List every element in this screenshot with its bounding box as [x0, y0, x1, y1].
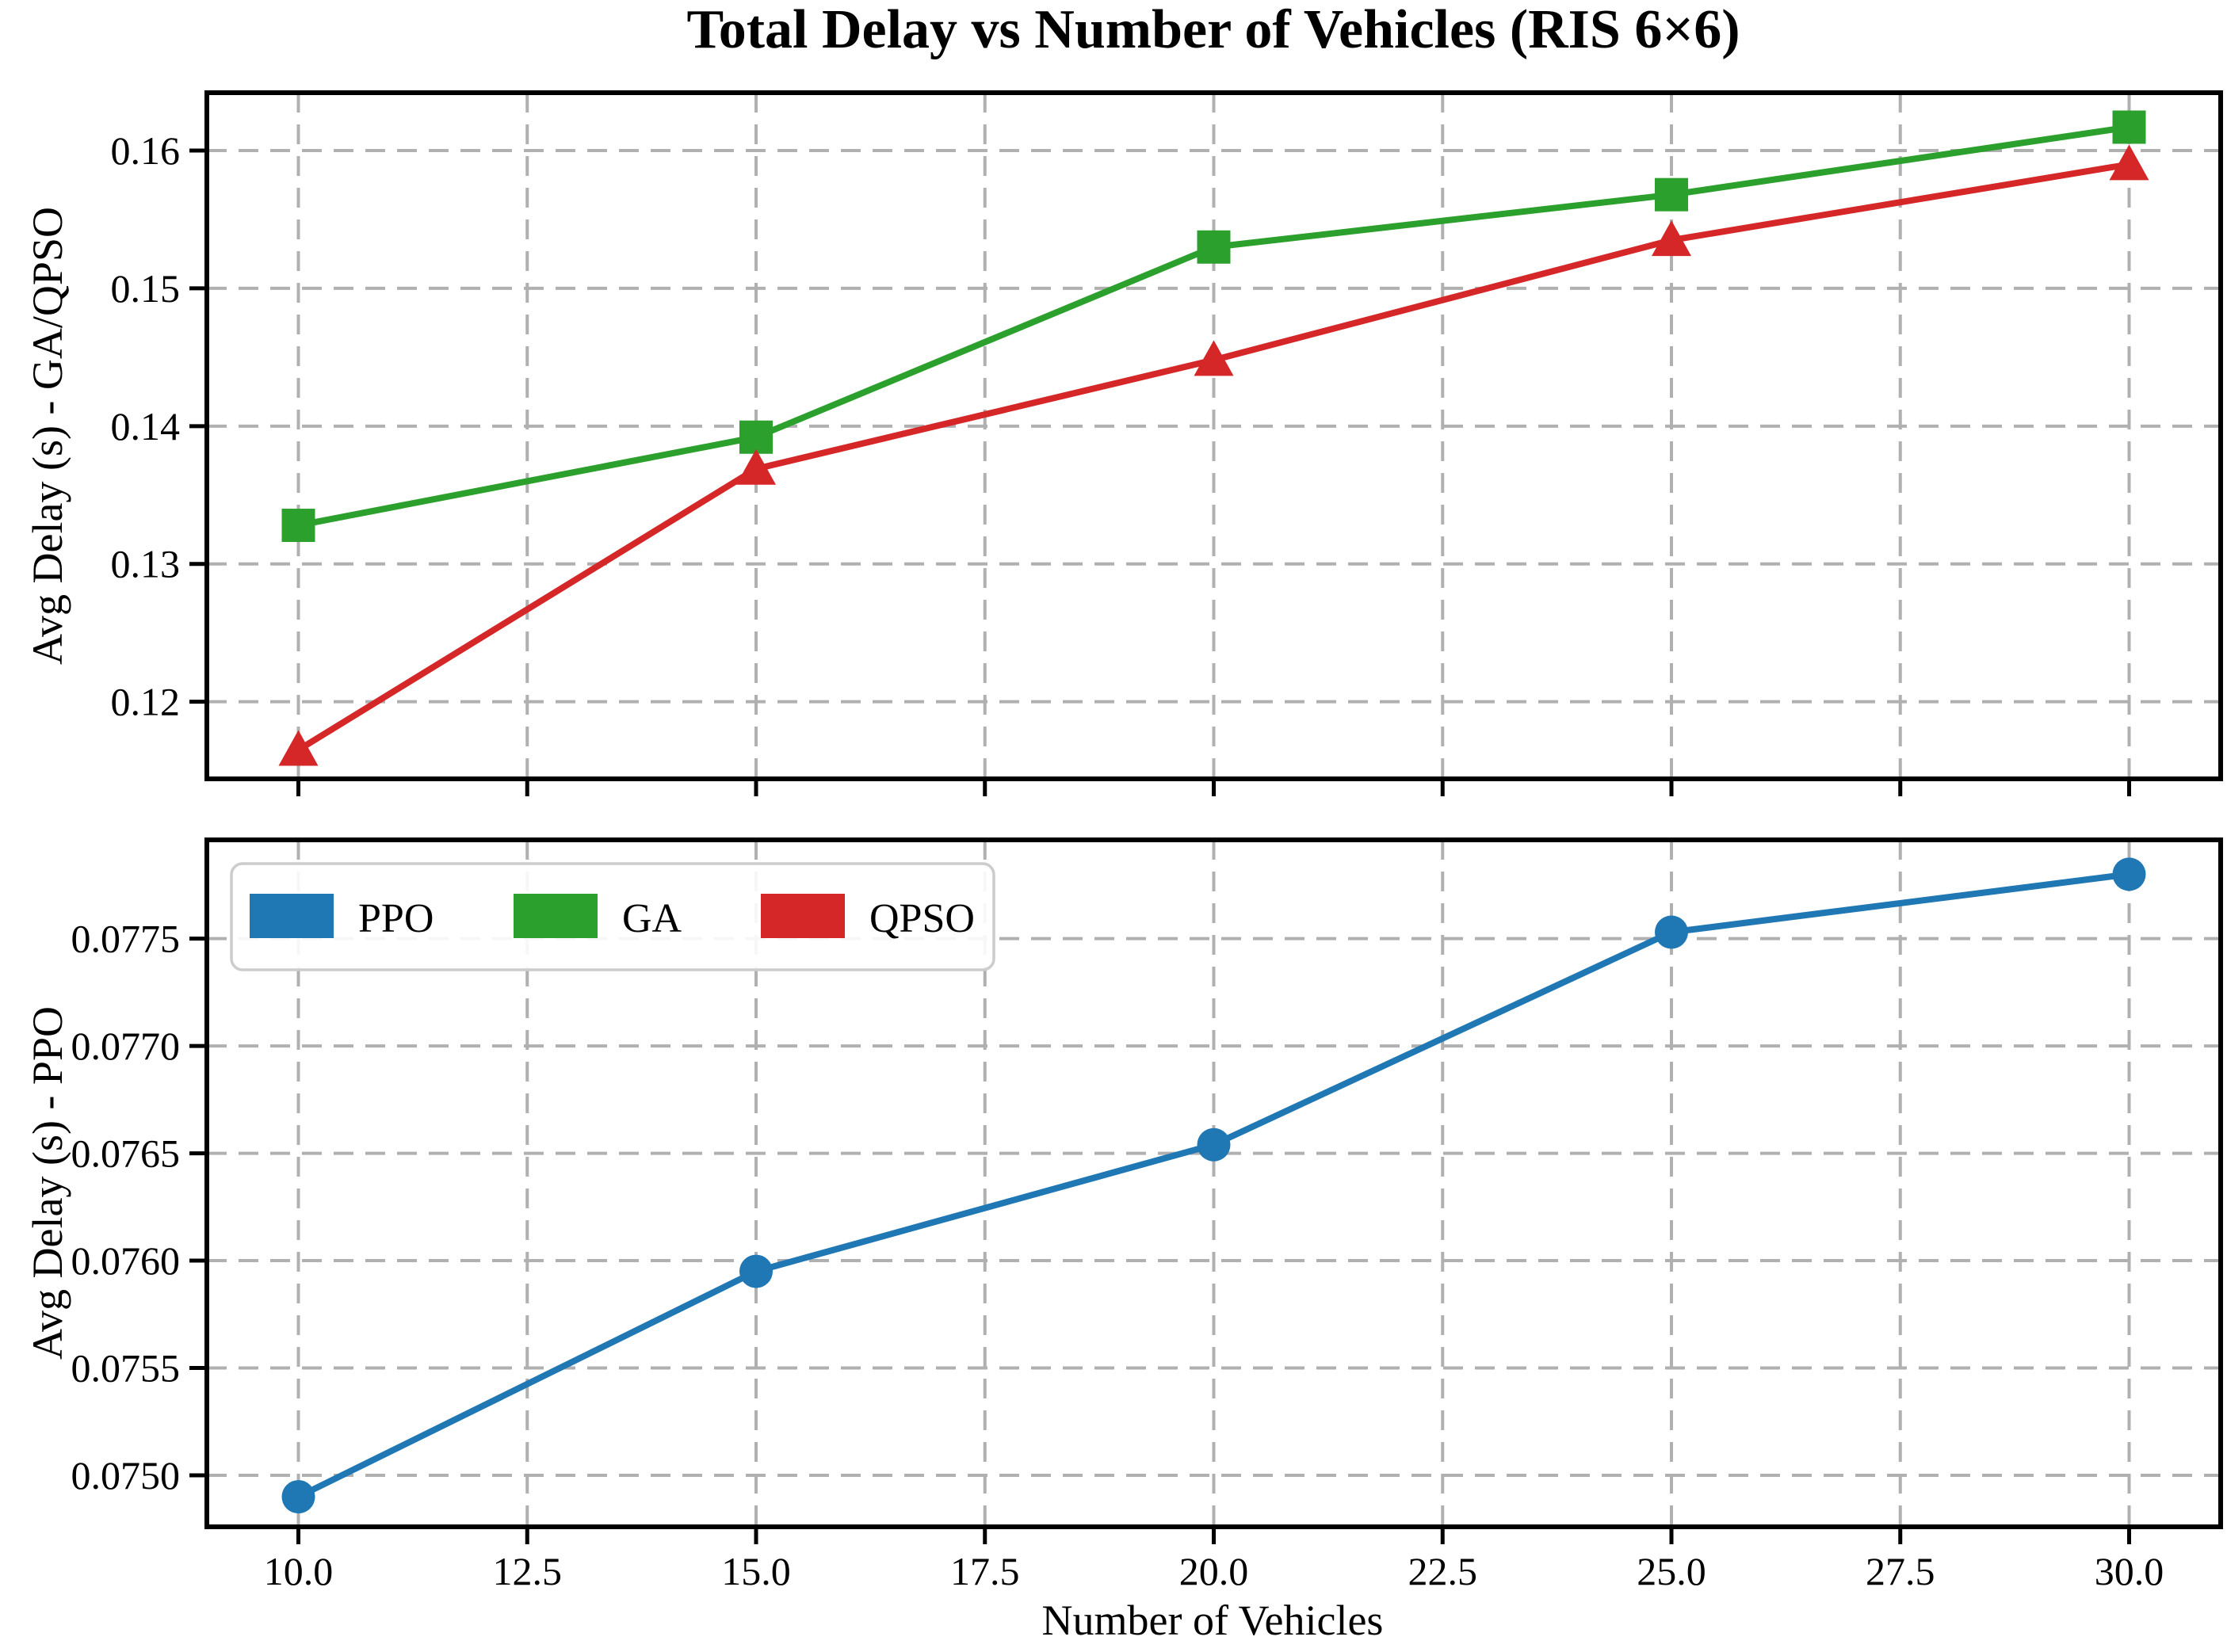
- x-axis-label: Number of Vehicles: [1042, 1597, 1384, 1644]
- y-tick-label: 0.0770: [71, 1024, 181, 1068]
- ga-marker: [739, 420, 773, 454]
- x-tick-label: 25.0: [1637, 1549, 1706, 1593]
- x-tick-label: 22.5: [1408, 1549, 1478, 1593]
- legend-swatch-ga: [514, 894, 598, 938]
- qpso-marker: [1194, 340, 1234, 376]
- x-tick-label: 20.0: [1179, 1549, 1249, 1593]
- legend-label-qpso: QPSO: [869, 896, 975, 941]
- x-tick-label: 15.0: [721, 1549, 791, 1593]
- ga-marker: [2112, 110, 2146, 144]
- legend-label-ppo: PPO: [358, 896, 434, 941]
- ppo-marker: [1197, 1127, 1231, 1162]
- tick-marks: [189, 148, 2131, 796]
- legend: PPO GA QPSO: [230, 862, 995, 971]
- y-axis-label-top: Avg Delay (s) - GA/QPSO: [24, 207, 71, 665]
- y-tick-label: 0.14: [111, 404, 181, 448]
- grid: [207, 93, 2221, 779]
- legend-label-ga: GA: [622, 896, 682, 941]
- y-tick-label: 0.12: [111, 680, 181, 724]
- x-tick-label: 30.0: [2095, 1549, 2164, 1593]
- qpso-marker: [278, 730, 319, 766]
- y-tick-label: 0.0765: [71, 1131, 181, 1176]
- ppo-marker: [739, 1254, 773, 1288]
- ga-marker: [1197, 230, 1231, 264]
- qpso-marker: [2109, 144, 2149, 181]
- x-tick-label: 12.5: [493, 1549, 563, 1593]
- qpso-marker: [736, 448, 776, 485]
- ppo-marker: [281, 1480, 315, 1514]
- qpso-marker: [1652, 220, 1691, 257]
- y-tick-label: 0.0775: [71, 917, 181, 961]
- x-tick-label: 27.5: [1866, 1549, 1935, 1593]
- ga-marker: [281, 509, 315, 543]
- ga-marker: [1655, 177, 1688, 212]
- panels: 0.12 0.13 0.14 0.15 0.16 0.0750 0.0755 0.0760 0.…: [71, 90, 2223, 1593]
- chart-title: Total Delay vs Number of Vehicles (RIS 6…: [686, 0, 1740, 60]
- x-tick-label: 10.0: [264, 1549, 334, 1593]
- top-panel: 0.12 0.13 0.14 0.15 0.16: [111, 90, 2223, 796]
- y-tick-label: 0.15: [111, 266, 181, 311]
- ppo-marker: [1655, 915, 1688, 949]
- x-tick-label: 17.5: [950, 1549, 1020, 1593]
- y-tick-label: 0.0755: [71, 1346, 181, 1391]
- y-tick-label: 0.16: [111, 128, 181, 173]
- ppo-marker: [2112, 857, 2146, 891]
- y-axis-label-bottom: Avg Delay (s) - PPO: [24, 1006, 71, 1360]
- tick-marks: [189, 937, 2131, 1544]
- legend-swatch-ppo: [250, 894, 334, 938]
- legend-swatch-qpso: [761, 894, 845, 938]
- y-tick-label: 0.0750: [71, 1453, 181, 1497]
- y-tick-label: 0.0760: [71, 1238, 181, 1283]
- legend-box: [230, 862, 995, 971]
- y-tick-label: 0.13: [111, 542, 181, 586]
